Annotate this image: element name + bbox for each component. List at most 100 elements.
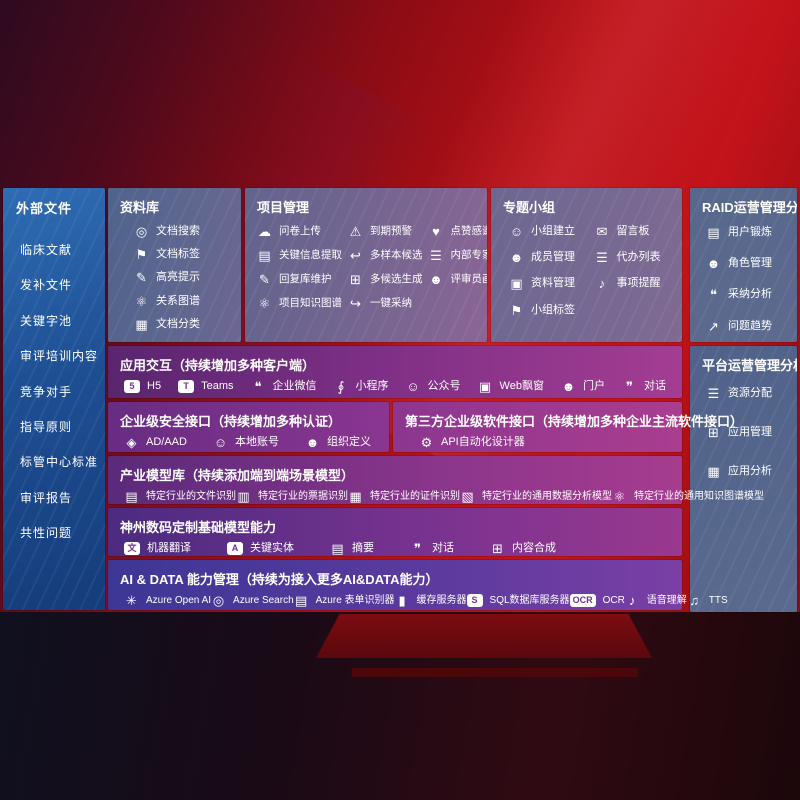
panel-title: 专题小组 xyxy=(503,200,556,215)
feature-label: 高亮提示 xyxy=(156,271,200,284)
row-title: 应用交互（持续增加多种客户端） xyxy=(120,358,316,373)
feature-item: ⊞ 应用管理 xyxy=(706,426,797,439)
feature-label: 应用分析 xyxy=(728,465,772,478)
sidebar-item: 竞争对手 xyxy=(20,385,105,399)
project-column-3: ♥ 点赞感谢 ☰ 内部专家排名 ☻ 评审员画像 xyxy=(429,224,488,321)
sidebar-item-label: 共性问题 xyxy=(20,526,73,541)
doc-classify-icon: ▦ xyxy=(135,316,148,332)
raid-feature-list: ▤ 用户锻炼 ☻ 角色管理 ❝ 采纳分析 ↗ 问题趋势 xyxy=(690,221,797,333)
feature-label: 特定行业的证件识别 xyxy=(370,490,460,502)
content-synthesis-icon: ⊞ xyxy=(492,541,503,557)
feature-label: OCR xyxy=(602,594,625,606)
feature-item: ❝ 企业微信 xyxy=(251,380,317,393)
feature-label: 门户 xyxy=(582,380,605,392)
platform-feature-list: ☰ 资源分配 ⊞ 应用管理 ▦ 应用分析 xyxy=(690,379,797,479)
feature-item: ☰ 内部专家排名 xyxy=(429,249,487,262)
invoice-recognize-icon: ▥ xyxy=(237,489,250,504)
feature-label: 成员管理 xyxy=(531,251,575,264)
feature-item: ☺ 本地账号 xyxy=(213,436,279,449)
row-title: AI & DATA 能力管理（持续为接入更多AI&DATA能力） xyxy=(120,572,439,587)
feature-item: ☺ 公众号 xyxy=(406,380,460,393)
knowledge-graph-model-icon: ⚛ xyxy=(613,489,626,504)
feature-label: H5 xyxy=(147,380,162,392)
thirdparty-software-row: 第三方企业级软件接口（持续增加多种企业主流软件接口） ⚙ API自动化设计器 xyxy=(393,402,743,455)
feature-item: ♪ 事项提醒 xyxy=(595,277,675,290)
sidebar-item-label: 审评培训内容 xyxy=(20,349,99,364)
web-popup-icon: ▣ xyxy=(478,379,492,395)
message-board-icon: ✉ xyxy=(596,224,608,240)
sidebar-item-label: 审评报告 xyxy=(20,490,73,505)
feature-item: ☺ 小组建立 xyxy=(509,225,589,238)
feature-item: ⚙ API自动化设计器 xyxy=(419,436,525,449)
feature-item: A 关键实体 xyxy=(227,542,294,556)
feature-item: ▤ 关键信息提取 xyxy=(257,249,342,262)
feature-item: ♪ 语音理解 xyxy=(625,594,687,607)
feature-item: ☻ 评审员画像 xyxy=(429,273,488,286)
ai-data-capability-row: AI & DATA 能力管理（持续为接入更多AI&DATA能力） ✳ Azure … xyxy=(108,560,728,610)
azure-search-icon: ◎ xyxy=(212,593,225,608)
speech-icon: ♪ xyxy=(629,593,636,608)
sidebar-item-label: 关键字池 xyxy=(20,313,73,328)
enterprise-security-row: 企业级安全接口（持续增加多种认证） ◈ AD/AAD ☺ 本地账号 ☻ 组织定义 xyxy=(108,402,389,452)
sql-server-icon: S xyxy=(466,594,483,607)
feature-label: 项目知识图谱 xyxy=(279,297,342,310)
machine-translate-icon: 文 xyxy=(124,542,140,556)
issue-trend-icon: ↗ xyxy=(708,318,719,334)
feature-label: Web飘窗 xyxy=(499,380,544,392)
data-repository-panel: 资料库 ◎ 文档搜索 ⚑ 文档标签 ✎ 高亮提示 ⚛ 关系图谱 ▦ 文档分类 xyxy=(108,188,241,342)
feature-label: 内容合成 xyxy=(512,542,556,554)
thumb-up-icon: ♥ xyxy=(432,224,440,239)
feature-label: 留言板 xyxy=(616,225,650,237)
member-manage-icon: ☻ xyxy=(509,250,524,266)
laptop-base-silhouette xyxy=(352,668,638,677)
reply-edit-icon: ✎ xyxy=(259,272,270,287)
feature-label: 文档搜索 xyxy=(156,225,200,237)
feature-label: 一键采纳 xyxy=(370,297,412,310)
feature-label: 文档分类 xyxy=(156,317,200,330)
multi-generate-icon: ⊞ xyxy=(350,272,361,287)
feature-label: 文档标签 xyxy=(156,248,200,261)
feature-label: SQL数据库服务器 xyxy=(489,594,570,606)
feature-item: ↪ 一键采纳 xyxy=(348,297,423,310)
feature-label: 关系图谱 xyxy=(156,294,200,307)
feature-label: Teams xyxy=(201,380,234,392)
feature-label: 事项提醒 xyxy=(616,277,661,290)
feature-label: 多样本候选 xyxy=(370,249,423,262)
project-management-panel: 项目管理 ☁ 问卷上传 ▤ 关键信息提取 ✎ 回复库维护 ⚛ 项目知识图谱 ⚠ 到期预警 ↩ 多样本… xyxy=(245,188,487,342)
feature-item: ✳ Azure Open AI xyxy=(124,594,211,607)
feature-label: 特定行业的文件识别 xyxy=(146,490,236,502)
sidebar-item: 审评报告 xyxy=(20,491,105,505)
feature-item: ⚑ 文档标签 xyxy=(134,248,241,261)
feature-item: ◎ Azure Search xyxy=(211,594,294,607)
sidebar-item-label: 临床文献 xyxy=(20,243,73,257)
app-interaction-row: 应用交互（持续增加多种客户端） 5 H5 T Teams ❝ 企业微信 ∮ 小程序 ☺ 公众号 ▣ W… xyxy=(108,346,682,398)
feature-label: Azure Open AI xyxy=(146,594,212,606)
tts-icon: ♫ xyxy=(689,593,700,608)
thirdparty-items: ⚙ API自动化设计器 xyxy=(393,435,682,455)
feature-label: 特定行业的票据识别 xyxy=(258,490,348,502)
portal-icon: ☻ xyxy=(561,379,576,395)
feature-label: 应用管理 xyxy=(728,426,772,439)
one-click-adopt-icon: ↪ xyxy=(350,296,361,311)
panel-title: 资料库 xyxy=(120,200,160,215)
feature-label: 组织定义 xyxy=(326,436,371,448)
feature-item: ▧ 特定行业的通用数据分析模型 xyxy=(460,490,612,503)
feature-label: 对话 xyxy=(644,380,666,392)
feature-item: OCR OCR xyxy=(569,594,625,607)
panel-title: 平台运营管理分析 xyxy=(702,358,797,373)
feature-item: ⚛ 项目知识图谱 xyxy=(257,297,342,310)
feature-item: ❝ 采纳分析 xyxy=(706,288,797,301)
sidebar-item: 共性问题 xyxy=(20,526,105,540)
feature-item: ♫ TTS xyxy=(687,593,727,608)
sidebar-item: 关键字池 xyxy=(20,314,105,328)
feature-item: ☻ 角色管理 xyxy=(706,257,797,270)
key-info-icon: ▤ xyxy=(258,248,271,263)
sidebar-item-label: 标管中心标准 xyxy=(20,455,99,470)
feature-label: 角色管理 xyxy=(728,257,772,270)
panel-title: RAID运营管理分析 xyxy=(702,200,797,215)
feature-item: ⚛ 特定行业的通用知识图谱模型 xyxy=(612,490,764,503)
feature-label: 评审员画像 xyxy=(450,273,488,286)
feature-item: ⚛ 关系图谱 xyxy=(134,295,241,308)
feature-item: ↩ 多样本候选 xyxy=(348,249,423,262)
wechat-work-icon: ❝ xyxy=(254,379,262,395)
